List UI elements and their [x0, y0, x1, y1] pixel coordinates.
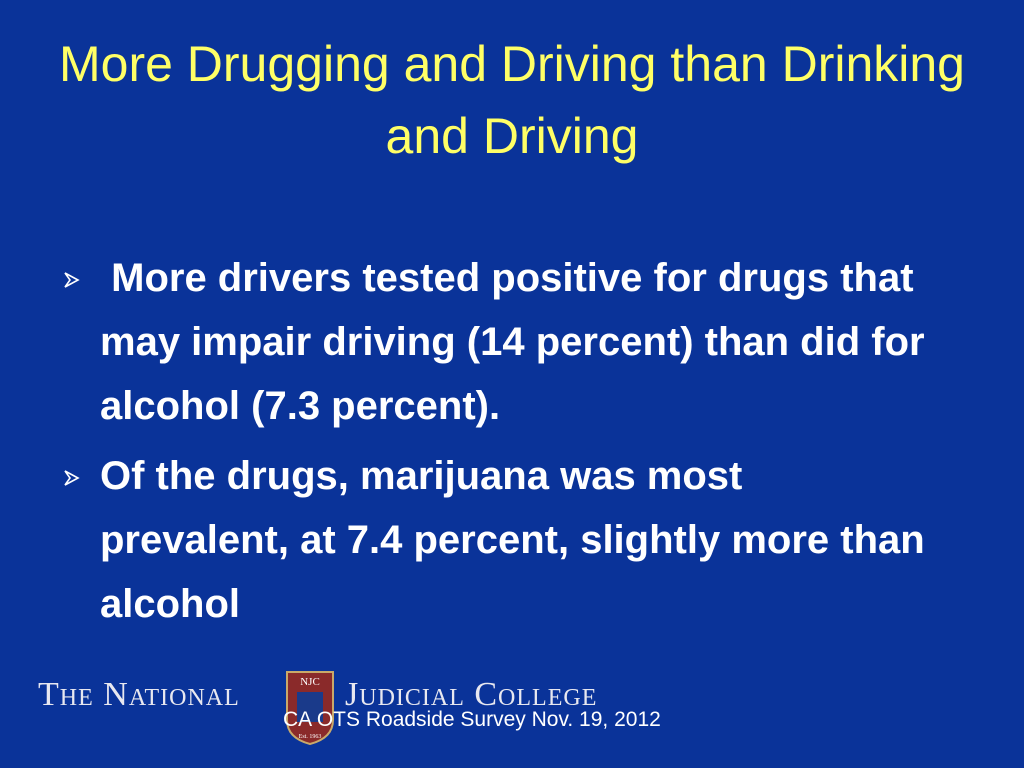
bullet-item: More drivers tested positive for drugs t… [60, 246, 940, 438]
bullet-text: More drivers tested positive for drugs t… [100, 256, 936, 428]
logo-text: Judicial College [345, 676, 598, 713]
emblem-text: NJC [300, 676, 320, 688]
logo-emblem: NJC Est. 1963 [286, 671, 334, 746]
emblem-established: Est. 1963 [299, 734, 322, 740]
slide-title: More Drugging and Driving than Drinking … [58, 36, 965, 164]
bullet-text: Of the drugs, marijuana was most prevale… [100, 454, 936, 626]
bullet-list: More drivers tested positive for drugs t… [60, 246, 940, 642]
logo-text: The National [38, 676, 240, 713]
bullet-item: Of the drugs, marijuana was most prevale… [60, 444, 940, 636]
bullet-arrow [64, 272, 80, 288]
footer: CA OTS Roadside Survey Nov. 19, 2012 [283, 708, 661, 731]
bullet-arrow [64, 470, 80, 486]
